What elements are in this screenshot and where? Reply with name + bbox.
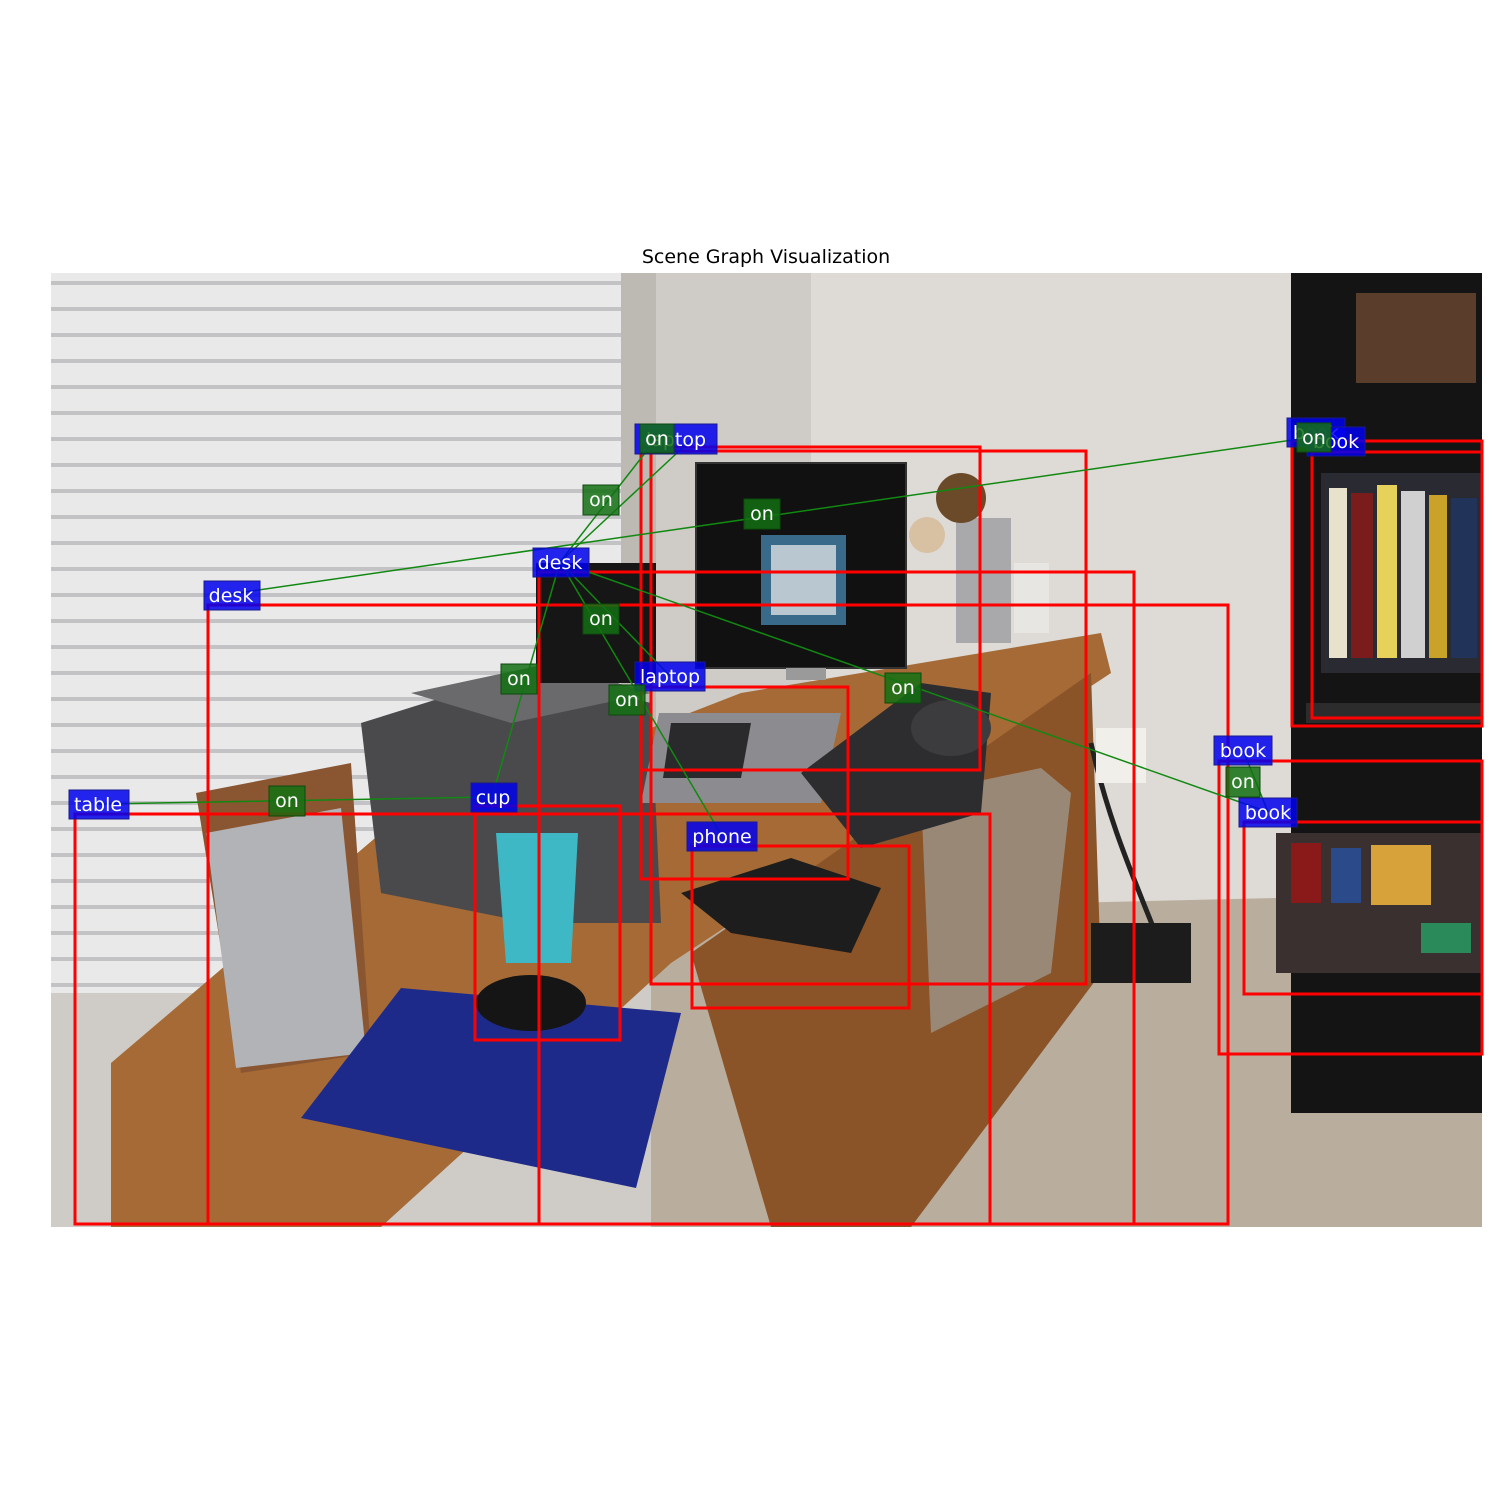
svg-text:on: on	[891, 677, 915, 699]
svg-text:phone: phone	[692, 826, 751, 848]
svg-text:on: on	[1231, 771, 1255, 793]
svg-text:on: on	[1302, 427, 1326, 449]
plush-toy	[936, 473, 986, 523]
blind-slat	[51, 723, 621, 727]
svg-text:on: on	[615, 689, 639, 711]
speaker	[196, 763, 371, 1073]
node-tag-table: table	[68, 789, 130, 820]
svg-text:on: on	[589, 489, 613, 511]
relation-tag: on	[639, 423, 675, 454]
relation-tag: on	[1225, 766, 1261, 798]
relation-tag: on	[743, 498, 781, 530]
bounding-boxes	[73, 439, 1484, 1226]
relation-tag: on	[582, 603, 620, 635]
blind-slat	[51, 619, 621, 623]
figure-title: Scene Graph Visualization	[641, 246, 891, 268]
bbox-laptop-top	[639, 445, 982, 772]
blind-slat	[51, 333, 621, 337]
blind-slat	[51, 749, 621, 753]
dvd-case	[681, 858, 881, 953]
blind-slat	[51, 359, 621, 363]
blind-slat	[51, 671, 621, 675]
svg-text:on: on	[507, 668, 531, 690]
bbox-desk-left	[206, 603, 1230, 1226]
relation-tag: on	[884, 672, 922, 704]
bbox-laptop-mid	[639, 685, 850, 881]
plush-toy	[909, 517, 945, 553]
bbox-laptop-top-2	[649, 449, 1088, 986]
blind-slat	[51, 437, 621, 441]
node-tag-laptop-mid: laptop	[634, 661, 706, 692]
svg-text:desk: desk	[538, 552, 583, 574]
relation-edges	[97, 436, 1336, 837]
relation-tags: on on on on on on on on	[268, 422, 1332, 817]
monitor	[695, 462, 907, 680]
edge	[559, 438, 693, 563]
relation-tag: on	[268, 785, 306, 817]
node-tag-book-low: book	[1238, 797, 1298, 828]
blind-slat	[51, 307, 621, 311]
window-blinds	[51, 273, 621, 993]
blind-slat	[51, 697, 621, 701]
svg-text:cup: cup	[476, 787, 511, 809]
jar	[1014, 563, 1049, 633]
relation-tag: on	[500, 663, 538, 695]
sunglasses	[476, 975, 586, 1031]
cup	[496, 833, 578, 963]
blind-slat	[51, 385, 621, 389]
blind-slat	[51, 411, 621, 415]
blind-slat	[51, 515, 621, 519]
relation-tag: on	[582, 484, 620, 516]
svg-text:table: table	[74, 794, 122, 816]
power-strip	[1091, 923, 1191, 983]
blind-slat	[51, 541, 621, 545]
bbox-desk-main	[537, 570, 1136, 1226]
svg-text:book: book	[1220, 740, 1266, 762]
blind-slat	[51, 593, 621, 597]
node-tag-desk-main: desk	[532, 547, 590, 578]
svg-text:on: on	[589, 608, 613, 630]
blind-slat	[51, 567, 621, 571]
bbox-phone	[690, 844, 911, 1010]
svg-text:on: on	[645, 428, 669, 450]
blue-binder	[301, 988, 681, 1188]
bbox-book-top	[1290, 439, 1484, 728]
bbox-table	[73, 812, 992, 1226]
bbox-book-top-2	[1310, 450, 1484, 720]
node-tag-book-mid: book	[1213, 735, 1273, 766]
desktop-speaker	[956, 518, 1011, 643]
blind-slat	[51, 645, 621, 649]
blind-slat	[51, 463, 621, 467]
svg-text:on: on	[275, 790, 299, 812]
svg-text:on: on	[750, 503, 774, 525]
bbox-book-low	[1242, 820, 1484, 996]
wall-outlet	[1096, 728, 1146, 783]
bbox-cup	[473, 804, 622, 1042]
relation-tag: on	[608, 684, 646, 716]
object-tags: laptop desk desk laptop cup table phone	[68, 417, 1366, 852]
relation-tag: on	[1296, 422, 1332, 453]
svg-text:laptop: laptop	[640, 666, 700, 688]
svg-text:book: book	[1245, 802, 1291, 824]
chair	[921, 768, 1071, 1033]
blind-slat	[51, 489, 621, 493]
bookshelf	[1276, 273, 1482, 1113]
svg-text:desk: desk	[209, 585, 254, 607]
node-tag-desk-left: desk	[203, 580, 261, 611]
node-tag-phone: phone	[686, 821, 758, 852]
node-tag-cup: cup	[470, 782, 518, 813]
blind-slat	[51, 281, 621, 285]
laptop	[641, 713, 841, 803]
